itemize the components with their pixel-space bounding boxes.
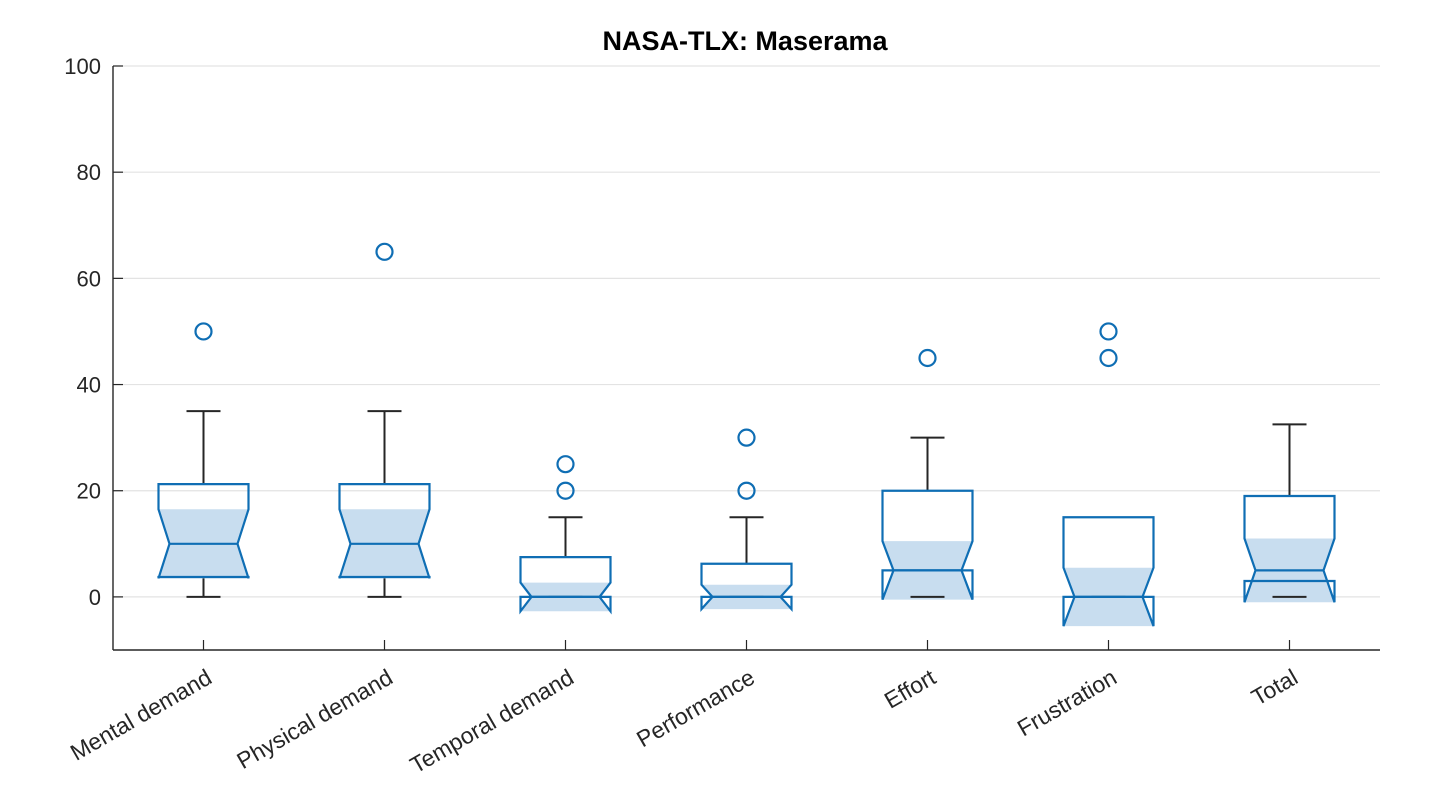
y-tick-label: 100 (64, 54, 101, 79)
y-tick-label: 60 (77, 266, 101, 291)
box (157, 482, 250, 579)
x-tick-label: Temporal demand (406, 664, 578, 779)
x-tick-label: Effort (880, 664, 941, 714)
x-tick-label: Physical demand (232, 664, 397, 774)
outlier-point (375, 242, 394, 261)
box (1062, 516, 1155, 627)
grid (113, 65, 1380, 598)
box (338, 482, 431, 579)
axes: 0 20 40 60 80 100 Mental demand Physical demand… (64, 54, 1380, 778)
outlier-point (194, 322, 213, 341)
box (519, 555, 612, 615)
x-tick-label: Mental demand (66, 664, 216, 766)
outlier-point (556, 481, 575, 500)
y-tick-label: 20 (77, 479, 101, 504)
box (700, 562, 793, 612)
x-tick-label: Frustration (1013, 664, 1121, 741)
outlier-point (556, 455, 575, 474)
x-tick-label: Total (1247, 664, 1302, 711)
outlier-point (737, 428, 756, 447)
y-tick-label: 80 (77, 160, 101, 185)
box (1243, 494, 1336, 603)
y-tick-label: 40 (77, 373, 101, 398)
outlier-point (1099, 348, 1118, 368)
outlier-point (737, 481, 756, 500)
y-tick-label: 0 (89, 585, 101, 610)
chart-title: NASA-TLX: Maserama (602, 26, 888, 56)
boxes (157, 242, 1336, 627)
outlier-point (1099, 322, 1118, 341)
x-tick-label: Performance (632, 664, 759, 752)
outlier-point (918, 348, 937, 368)
box (881, 489, 974, 600)
